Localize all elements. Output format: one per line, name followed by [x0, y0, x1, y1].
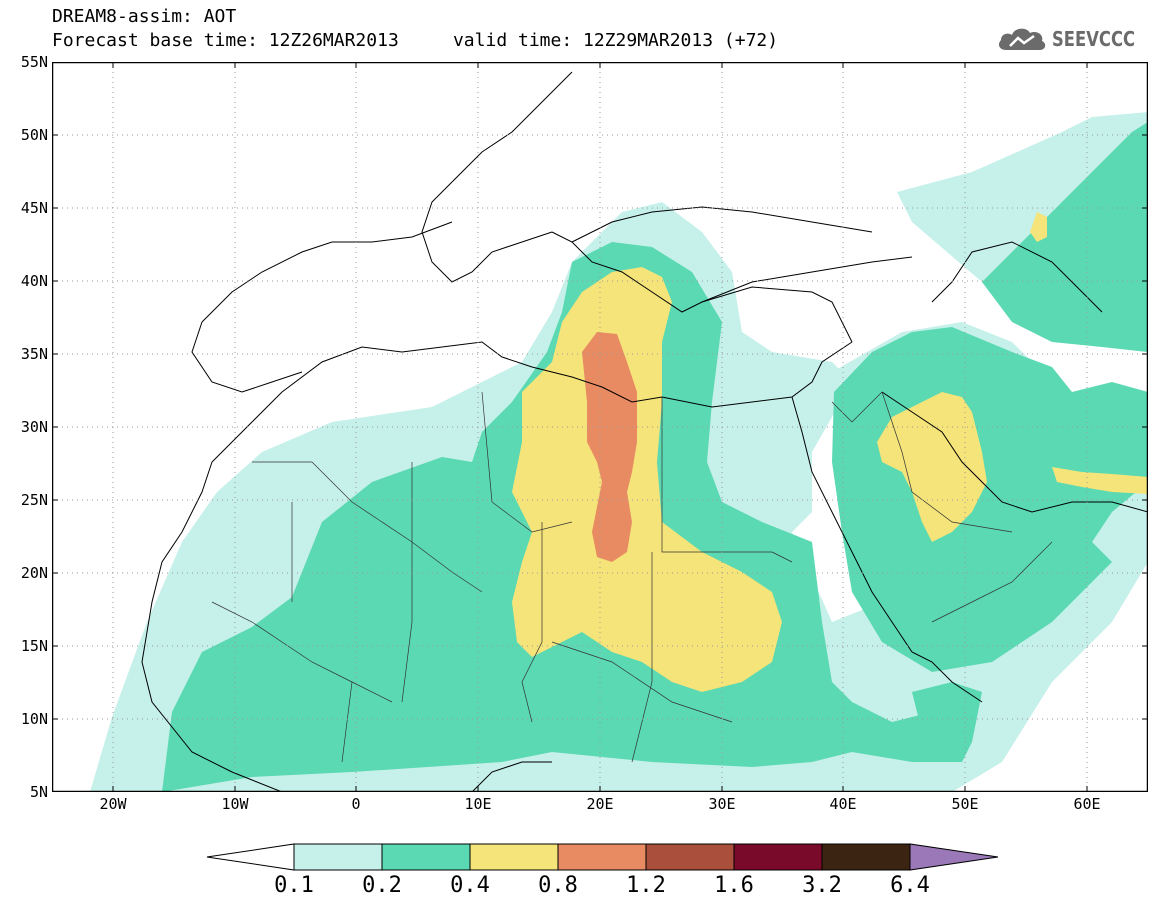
colorbar-label: 1.2	[626, 873, 666, 898]
colorbar-swatch-5	[645, 843, 735, 871]
map-frame	[51, 61, 1149, 793]
y-tick-label: 25N	[20, 491, 48, 509]
map-area	[51, 61, 1149, 793]
x-tick-label: 0	[351, 795, 361, 813]
colorbar-label: 1.6	[714, 873, 754, 898]
cloud-icon	[998, 28, 1045, 50]
aot-colorbar	[206, 843, 999, 871]
colorbar-below-triangle	[206, 843, 295, 871]
y-tick-label: 15N	[20, 637, 48, 655]
aot-band-0-8	[582, 332, 637, 562]
y-tick-label: 10N	[20, 710, 48, 728]
x-tick-label: 10W	[221, 795, 249, 813]
map-title: DREAM8-assim: AOT	[52, 6, 237, 27]
coastlines	[141, 71, 1149, 793]
aot-band-0-4	[512, 212, 1148, 692]
x-tick-label: 30E	[708, 795, 736, 813]
x-tick-label: 50E	[951, 795, 979, 813]
forecast-time-info: Forecast base time: 12Z26MAR2013 valid t…	[52, 30, 779, 51]
aot-map	[51, 61, 1149, 793]
logo-text: SEEVCCC	[1051, 27, 1135, 51]
colorbar-label: 0.4	[450, 873, 490, 898]
country-borders	[211, 391, 1053, 763]
colorbar-label: 6.4	[890, 873, 930, 898]
colorbar-label: 0.1	[274, 873, 314, 898]
y-tick-label: 20N	[20, 564, 48, 582]
colorbar-swatch-4	[557, 843, 647, 871]
colorbar-swatch-2	[381, 843, 471, 871]
x-tick-label: 20E	[586, 795, 614, 813]
y-tick-label: 55N	[20, 53, 48, 71]
colorbar-label: 0.8	[538, 873, 578, 898]
y-tick-label: 50N	[20, 126, 48, 144]
colorbar-swatch-1	[293, 843, 383, 871]
y-tick-label: 40N	[20, 272, 48, 290]
colorbar-swatch-7	[821, 843, 911, 871]
x-tick-label: 40E	[829, 795, 857, 813]
x-tick-label: 20W	[99, 795, 127, 813]
y-tick-label: 30N	[20, 418, 48, 436]
colorbar-label: 3.2	[802, 873, 842, 898]
colorbar-swatch-6	[733, 843, 823, 871]
x-tick-label: 10E	[464, 795, 492, 813]
gridlines	[52, 62, 1148, 792]
colorbar-swatch-3	[469, 843, 559, 871]
seevccc-logo: SEEVCCC	[996, 24, 1153, 54]
y-tick-label: 35N	[20, 345, 48, 363]
colorbar-above-triangle	[909, 843, 999, 871]
y-tick-label: 45N	[20, 199, 48, 217]
y-tick-label: 5N	[29, 783, 48, 801]
colorbar-label: 0.2	[362, 873, 402, 898]
x-tick-label: 60E	[1073, 795, 1101, 813]
